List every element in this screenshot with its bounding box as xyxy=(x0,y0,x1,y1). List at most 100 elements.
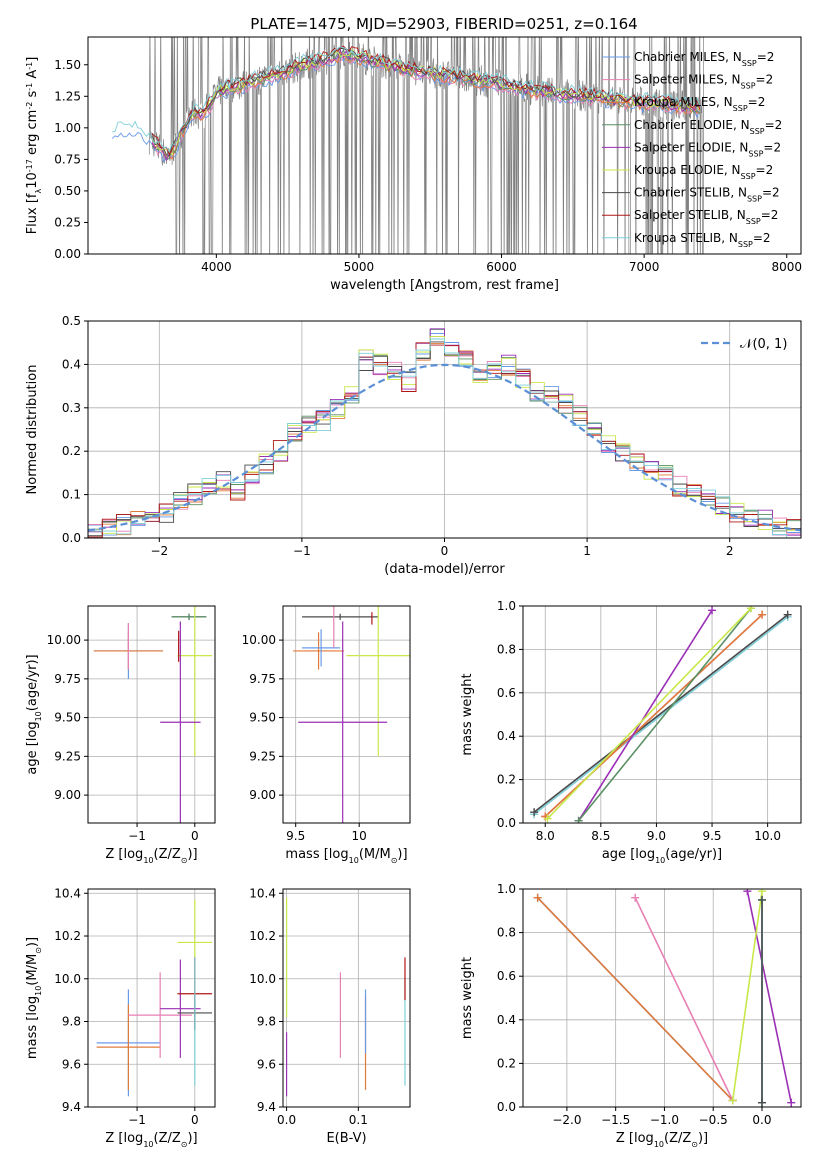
y-tick-label: 10.2 xyxy=(54,929,81,943)
axes-frame xyxy=(87,320,802,539)
x-axis-label: mass [log10(M/M⊙)] xyxy=(285,847,407,865)
y-tick-label: 0.0 xyxy=(497,1100,516,1114)
x-tick-label: 8.0 xyxy=(536,829,555,843)
legend-entry: Kroupa ELODIE, NSSP=2 xyxy=(634,163,773,181)
y-tick-label: 0.0 xyxy=(497,816,516,830)
age-vs-mass-plot xyxy=(293,606,410,823)
weight-line xyxy=(537,897,734,1102)
weight-marker xyxy=(743,889,752,896)
x-axis-label: (data-model)/error xyxy=(384,562,505,577)
mass-vs-EBV-plot xyxy=(285,897,406,1097)
x-tick-label: 0.1 xyxy=(349,1113,368,1127)
y-tick-label: 10.2 xyxy=(249,929,276,943)
weight-line xyxy=(544,614,763,818)
y-tick-label: 9.25 xyxy=(54,749,81,763)
y-tick-label: 9.50 xyxy=(249,711,276,725)
mass-vs-EBV-axes: 0.0 0.1 9.4 9.6 9.8 10.0 10.2 10.4 E(B-V) xyxy=(249,886,411,1146)
weight-marker xyxy=(757,889,766,896)
y-tick-label: 1.0 xyxy=(497,882,516,896)
weight-vs-age-axes: 8.0 8.5 9.0 9.5 10.0 0.0 0.2 0.4 0.6 0.8 1.0 age [l… xyxy=(460,599,802,865)
legend: 𝒩(0, 1) xyxy=(701,337,787,352)
legend-entry: Salpeter STELIB, NSSP=2 xyxy=(634,208,778,226)
x-tick-label: −1 xyxy=(293,544,311,558)
x-tick-label: 0 xyxy=(191,829,199,843)
x-tick-label: 10.0 xyxy=(754,829,781,843)
axes-frame xyxy=(282,605,411,824)
x-tick-label: 0.0 xyxy=(752,1113,771,1127)
y-tick-label: 0.1 xyxy=(62,488,81,502)
age-vs-Z-axes: −1 0 9.00 9.25 9.50 9.75 10.00 Z [log10(Z/Z⊙)] a… xyxy=(25,605,216,865)
x-tick-label: 9.0 xyxy=(647,829,666,843)
y-tick-label: 0.25 xyxy=(54,215,81,229)
x-axis-label: Z [log10(Z/Z⊙)] xyxy=(105,847,197,865)
x-tick-label: −1.0 xyxy=(650,1113,679,1127)
data-spectrum xyxy=(148,37,704,254)
x-tick-label: −2 xyxy=(150,544,168,558)
weight-marker xyxy=(783,610,792,619)
weight-marker xyxy=(530,808,539,817)
legend-entry: Kroupa STELIB, NSSP=2 xyxy=(634,231,771,249)
weight-vs-Z-axes: −2.0 −1.5 −1.0 −0.5 0.0 0.0 0.2 0.4 0.6 0.8 1.0 Z [… xyxy=(460,882,802,1149)
y-tick-label: 9.6 xyxy=(62,1057,81,1071)
y-tick-label: 10.0 xyxy=(249,972,276,986)
weight-marker xyxy=(533,893,542,902)
weight-marker xyxy=(758,610,767,619)
normal-curve xyxy=(88,363,801,532)
y-tick-label: 0.4 xyxy=(497,1013,516,1027)
legend-entry: Salpeter MILES, NSSP=2 xyxy=(634,73,773,91)
x-tick-label: 7000 xyxy=(629,260,660,274)
x-tick-label: 8000 xyxy=(771,260,802,274)
legend-entry: Salpeter ELODIE, NSSP=2 xyxy=(634,140,781,158)
model-curve xyxy=(112,46,701,153)
legend: Chabrier MILES, NSSP=2 Salpeter MILES, NS… xyxy=(602,50,782,248)
y-tick-label: 9.4 xyxy=(62,1100,81,1114)
axes-frame xyxy=(87,36,802,255)
x-tick-label: 4000 xyxy=(201,260,232,274)
x-tick-label: 10 xyxy=(352,829,367,843)
y-tick-label: 10.00 xyxy=(242,633,276,647)
y-tick-label: 0.8 xyxy=(497,926,516,940)
y-tick-label: 0.4 xyxy=(497,729,516,743)
y-tick-label: 0.6 xyxy=(497,686,516,700)
y-tick-label: 10.4 xyxy=(249,886,276,900)
y-axis-label: mass weight xyxy=(460,673,475,755)
y-tick-label: 9.4 xyxy=(257,1100,276,1114)
spectrum-axes: 4000 5000 6000 7000 8000 0.00 0.25 0.50 0.75 1.00… xyxy=(25,36,802,293)
y-tick-label: 0.2 xyxy=(62,444,81,458)
spectrum-plot xyxy=(111,37,704,254)
y-tick-label: 0.50 xyxy=(54,184,81,198)
y-tick-label: 1.00 xyxy=(54,121,81,135)
x-tick-label: 0 xyxy=(191,1113,199,1127)
y-tick-label: 0.75 xyxy=(54,152,81,166)
y-tick-label: 0.2 xyxy=(497,773,516,787)
weight-marker xyxy=(543,814,552,823)
y-axis-label: Flux [fλ10-17 erg cm-2 s-1 A-1] xyxy=(25,57,43,235)
x-axis-label: Z [log10(Z/Z⊙)] xyxy=(105,1131,197,1149)
x-tick-label: 2 xyxy=(726,544,734,558)
residuals-axes: −2 −1 0 1 2 0.0 0.1 0.2 0.3 0.4 0.5 𝒩(0, 1) (data-mo… xyxy=(25,314,802,577)
x-tick-label: 5000 xyxy=(344,260,375,274)
weight-line xyxy=(746,891,792,1103)
weight-marker xyxy=(757,1098,766,1107)
y-tick-label: 9.75 xyxy=(249,672,276,686)
y-tick-label: 0.8 xyxy=(497,642,516,656)
x-axis-label: E(B-V) xyxy=(326,1131,366,1146)
weight-line xyxy=(533,616,789,815)
legend-entry: Chabrier ELODIE, NSSP=2 xyxy=(634,118,782,136)
y-axis-label: mass [log10(M/M⊙)] xyxy=(25,937,43,1059)
weight-marker xyxy=(787,1098,796,1107)
x-axis-label: wavelength [Angstrom, rest frame] xyxy=(330,278,559,293)
legend-entry: Chabrier STELIB, NSSP=2 xyxy=(634,186,780,204)
weight-line xyxy=(731,891,763,1101)
weight-marker xyxy=(746,606,755,613)
x-tick-label: 8.5 xyxy=(591,829,610,843)
y-tick-label: 1.25 xyxy=(54,89,81,103)
y-tick-label: 9.6 xyxy=(257,1057,276,1071)
weight-marker xyxy=(574,816,583,823)
y-tick-label: 9.75 xyxy=(54,672,81,686)
y-tick-label: 0.2 xyxy=(497,1056,516,1070)
y-tick-label: 0.6 xyxy=(497,969,516,983)
legend-entry: Kroupa MILES, NSSP=2 xyxy=(634,95,765,113)
y-tick-label: 9.8 xyxy=(257,1015,276,1029)
